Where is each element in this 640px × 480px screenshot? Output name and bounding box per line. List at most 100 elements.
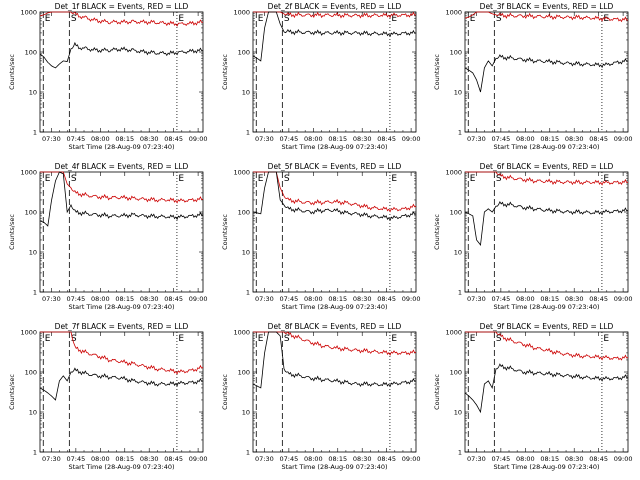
x-tick-label: 07:30	[467, 295, 486, 303]
x-tick-label: 08:15	[328, 455, 347, 463]
x-tick-label: 07:30	[42, 295, 61, 303]
x-axis-label: Start Time (28-Aug-09 07:23:40)	[68, 143, 174, 151]
marker-label: E	[45, 174, 51, 184]
events-series-line	[39, 41, 204, 69]
marker-label: S	[496, 174, 502, 184]
y-axis-label: Counts/sec	[433, 374, 441, 410]
x-axis-label: Start Time (28-Aug-09 07:23:40)	[493, 303, 599, 311]
x-tick-label: 08:45	[377, 455, 396, 463]
panel-1: Det_1f BLACK = Events, RED = LLD 1 10 100 10…	[8, 2, 207, 151]
x-axis-label: Start Time (28-Aug-09 07:23:40)	[281, 143, 387, 151]
panel-9: Det_9f BLACK = Events, RED = LLD 1 10 100 10…	[433, 322, 632, 471]
events-series-line	[464, 363, 629, 414]
x-tick-label: 09:00	[614, 295, 633, 303]
marker-label: E	[603, 334, 609, 344]
x-tick-label: 08:15	[115, 135, 134, 143]
lld-series-line	[40, 331, 204, 375]
marker-label: S	[496, 334, 502, 344]
y-axis-label: Counts/sec	[433, 54, 441, 90]
y-tick-label: 10	[242, 409, 250, 417]
panel-title: Det_4f BLACK = Events, RED = LLD	[55, 162, 189, 171]
y-axis-label: Counts/sec	[221, 374, 229, 410]
y-tick-label: 100	[450, 369, 462, 377]
y-tick-label: 10	[454, 409, 462, 417]
events-series-line	[39, 171, 204, 227]
plot-frame	[39, 11, 204, 133]
panel-7: Det_7f BLACK = Events, RED = LLD 1 10 100 10…	[8, 322, 207, 471]
marker-label: E	[178, 334, 184, 344]
x-tick-label: 07:45	[491, 455, 510, 463]
plot-frame	[464, 11, 629, 133]
x-tick-label: 08:45	[377, 135, 396, 143]
x-tick-label: 08:45	[164, 295, 183, 303]
y-tick-label: 1000	[445, 9, 462, 17]
y-tick-label: 100	[450, 49, 462, 57]
y-tick-label: 100	[238, 369, 250, 377]
lld-series-line	[464, 11, 629, 23]
marker-label: S	[284, 334, 290, 344]
x-tick-label: 08:15	[540, 135, 559, 143]
marker-label: S	[284, 174, 290, 184]
y-tick-label: 10	[454, 89, 462, 97]
marker-label: E	[603, 14, 609, 24]
x-tick-label: 08:00	[91, 295, 110, 303]
y-tick-label: 100	[25, 209, 37, 217]
x-axis-label: Start Time (28-Aug-09 07:23:40)	[68, 463, 174, 471]
x-tick-label: 07:45	[279, 455, 298, 463]
x-tick-label: 08:30	[565, 135, 584, 143]
x-tick-label: 09:00	[402, 455, 421, 463]
x-tick-label: 07:30	[467, 135, 486, 143]
x-tick-label: 07:30	[467, 455, 486, 463]
marker-label: E	[470, 14, 476, 24]
y-tick-label: 100	[25, 369, 37, 377]
x-axis-label: Start Time (28-Aug-09 07:23:40)	[493, 143, 599, 151]
y-tick-label: 10	[29, 249, 37, 257]
y-axis-label: Counts/sec	[221, 214, 229, 250]
x-tick-label: 08:15	[328, 295, 347, 303]
y-tick-label: 1	[458, 289, 462, 297]
marker-label: S	[71, 14, 77, 24]
y-tick-label: 1	[33, 449, 37, 457]
x-tick-label: 07:30	[255, 135, 274, 143]
panel-title: Det_8f BLACK = Events, RED = LLD	[268, 322, 402, 331]
plot-frame	[39, 331, 204, 453]
x-tick-label: 08:15	[540, 295, 559, 303]
plot-frame	[252, 331, 417, 453]
marker-label: E	[258, 334, 264, 344]
y-tick-label: 1	[458, 129, 462, 137]
panel-title: Det_1f BLACK = Events, RED = LLD	[55, 2, 189, 11]
events-series-line	[252, 331, 417, 389]
x-tick-label: 07:45	[279, 135, 298, 143]
events-series-line	[252, 11, 417, 62]
plot-frame	[464, 331, 629, 453]
marker-label: E	[603, 174, 609, 184]
marker-label: S	[71, 334, 77, 344]
x-tick-label: 09:00	[614, 455, 633, 463]
x-tick-label: 08:00	[91, 455, 110, 463]
x-tick-label: 08:30	[140, 135, 159, 143]
marker-label: E	[178, 14, 184, 24]
plot-frame	[252, 11, 417, 133]
x-tick-label: 09:00	[402, 135, 421, 143]
panel-4: Det_4f BLACK = Events, RED = LLD 1 10 100 10…	[8, 162, 207, 311]
x-tick-label: 08:45	[589, 455, 608, 463]
panel-8: Det_8f BLACK = Events, RED = LLD 1 10 100 10…	[221, 322, 420, 471]
x-tick-label: 08:45	[589, 295, 608, 303]
x-tick-label: 08:45	[589, 135, 608, 143]
y-tick-label: 1000	[233, 169, 250, 177]
panel-title: Det_7f BLACK = Events, RED = LLD	[55, 322, 189, 331]
lld-series-line	[465, 331, 629, 361]
lld-series-line	[253, 11, 417, 19]
plot-frame	[464, 171, 629, 293]
x-tick-label: 07:45	[66, 135, 85, 143]
x-tick-label: 08:15	[540, 455, 559, 463]
x-tick-label: 08:00	[516, 135, 535, 143]
lld-series-line	[253, 331, 417, 356]
x-tick-label: 08:45	[164, 455, 183, 463]
x-axis-label: Start Time (28-Aug-09 07:23:40)	[493, 463, 599, 471]
panel-title: Det_9f BLACK = Events, RED = LLD	[480, 322, 614, 331]
x-axis-label: Start Time (28-Aug-09 07:23:40)	[68, 303, 174, 311]
y-axis-label: Counts/sec	[8, 54, 16, 90]
x-tick-label: 08:00	[304, 135, 323, 143]
x-tick-label: 09:00	[189, 295, 208, 303]
